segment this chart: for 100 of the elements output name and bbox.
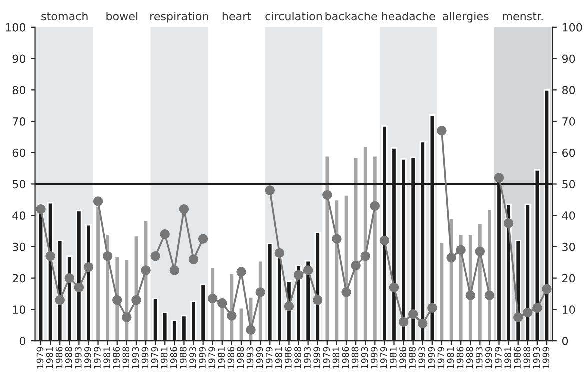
x-tick-label: 1979 [495, 347, 502, 369]
y-tick-label: 0 [20, 337, 26, 346]
x-tick-label: 1986 [285, 347, 292, 369]
x-tick-label: 1999 [370, 347, 378, 369]
y-tick-label: 10 [13, 306, 26, 314]
point [523, 308, 533, 318]
x-tick-label: 1979 [151, 347, 158, 369]
bar [438, 242, 446, 342]
bar [362, 146, 369, 342]
x-tick-label: 1986 [342, 347, 350, 369]
y-tick-label: 20 [12, 274, 26, 283]
point [227, 311, 237, 321]
x-tick-label: 1981 [160, 347, 168, 369]
point [74, 282, 84, 293]
y2-tick-label: 10 [562, 306, 576, 314]
y2-tick-label: 40 [562, 212, 576, 220]
point [236, 267, 246, 277]
point [398, 317, 409, 328]
x-tick-label: 1993 [190, 347, 196, 369]
point [160, 230, 170, 240]
x-tick-label: 1993 [132, 347, 140, 369]
y-tick-label: 100 [6, 23, 26, 32]
x-tick-label: 1979 [266, 347, 273, 369]
x-tick-label: 1993 [361, 347, 368, 369]
point [256, 288, 266, 298]
x-tick-label: 1981 [218, 347, 226, 369]
point [332, 234, 342, 244]
x-tick-label: 1988 [466, 347, 474, 369]
y2-tick-label: 30 [562, 242, 576, 252]
y-tick-label: 40 [12, 212, 26, 220]
point [475, 246, 486, 257]
y-tick-label: 50 [12, 180, 26, 189]
x-tick-label: 1999 [486, 347, 492, 369]
point [418, 318, 428, 329]
point [55, 295, 65, 306]
x-tick-label: 1988 [294, 347, 302, 369]
x-tick-label: 1981 [332, 347, 340, 369]
y-tick-label: 60 [12, 148, 26, 158]
x-tick-label: 1979 [438, 347, 445, 369]
point [494, 173, 504, 183]
x-tick-label: 1999 [542, 347, 550, 369]
x-tick-label: 1986 [228, 347, 235, 369]
y2-tick-label: 90 [562, 54, 576, 64]
point [322, 190, 332, 200]
point [542, 284, 552, 294]
x-tick-label: 1999 [199, 347, 206, 369]
y2-tick-label: 50 [562, 180, 576, 189]
x-tick-label: 1981 [447, 347, 454, 369]
x-tick-label: 1988 [122, 347, 130, 369]
point [112, 295, 122, 306]
y2-tick-label: 70 [562, 117, 576, 126]
x-tick-label: 1999 [256, 347, 264, 369]
bar [372, 155, 378, 342]
x-tick-label: 1986 [456, 347, 464, 369]
x-tick-label: 1986 [400, 347, 406, 369]
x-tick-label: 1981 [275, 347, 282, 369]
x-tick-label: 1999 [428, 347, 436, 369]
point [218, 298, 228, 308]
x-tick-label: 1979 [94, 347, 101, 369]
x-tick-label: 1988 [237, 347, 244, 369]
x-tick-label: 1979 [36, 347, 44, 369]
y-tick-label: 90 [12, 54, 26, 64]
point [208, 294, 218, 304]
point [132, 295, 142, 306]
point [513, 312, 524, 322]
x-tick-label: 1988 [352, 347, 359, 369]
point [466, 290, 476, 300]
text: stomach [42, 12, 88, 21]
point [246, 325, 256, 335]
point [198, 234, 208, 244]
point [313, 295, 323, 306]
point [294, 270, 304, 280]
text: allergies [443, 12, 489, 23]
bar [324, 155, 330, 342]
x-tick-label: 1993 [418, 347, 426, 369]
x-tick-label: 1988 [65, 347, 72, 369]
x-tick-label: 1993 [74, 347, 82, 369]
x-tick-label: 1993 [533, 347, 540, 369]
y2-tick-label: 0 [562, 337, 568, 346]
text: respiration [150, 12, 208, 23]
point [188, 254, 199, 264]
point [274, 248, 285, 258]
x-tick-label: 1988 [524, 347, 531, 369]
point [360, 252, 370, 262]
point [370, 201, 380, 212]
point [179, 204, 190, 214]
y2-tick-label: 60 [562, 148, 576, 158]
x-tick-label: 1993 [304, 347, 311, 369]
point [284, 302, 294, 312]
point [84, 262, 94, 272]
point [428, 303, 438, 313]
x-tick-label: 1999 [84, 347, 92, 369]
point [93, 196, 104, 206]
point [484, 290, 495, 300]
x-tick-label: 1986 [514, 347, 521, 369]
x-tick-label: 1986 [170, 347, 178, 369]
x-tick-label: 1981 [104, 347, 110, 369]
x-tick-label: 1979 [323, 347, 330, 369]
y2-tick-label: 20 [562, 274, 576, 283]
point [46, 252, 56, 262]
